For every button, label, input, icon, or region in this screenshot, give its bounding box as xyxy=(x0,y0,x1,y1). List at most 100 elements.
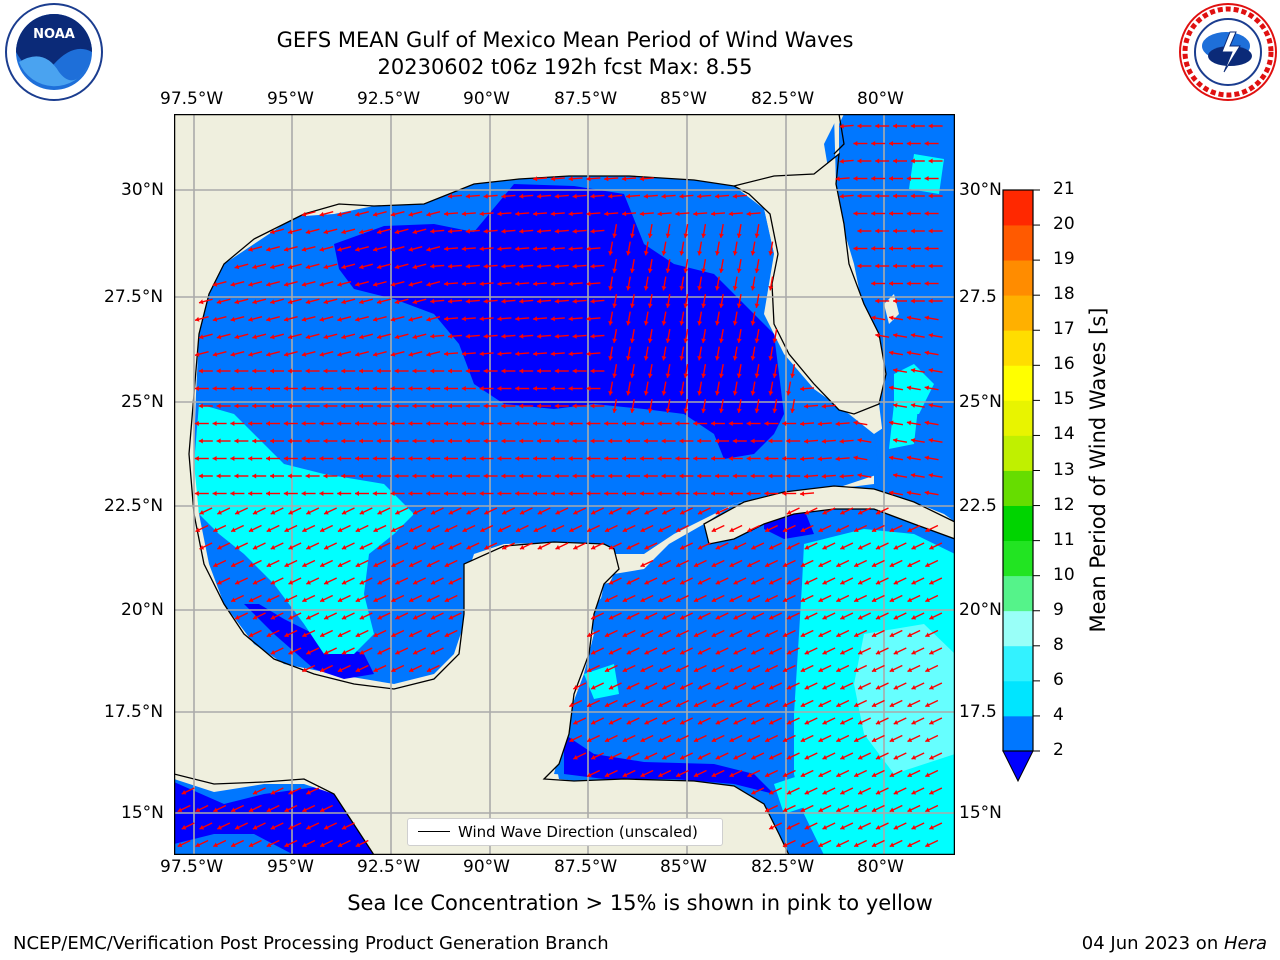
wind-wave-arrowhead xyxy=(252,264,257,270)
wind-wave-arrowhead xyxy=(910,193,915,199)
wind-wave-arrowhead xyxy=(640,772,646,777)
wind-wave-arrowhead xyxy=(747,562,752,567)
wind-wave-arrowhead xyxy=(854,527,859,532)
wind-wave-arrowhead xyxy=(283,386,288,391)
wind-wave-arrowhead xyxy=(604,176,609,182)
wind-wave-arrowhead xyxy=(680,510,685,515)
wind-wave-arrowhead xyxy=(586,176,591,182)
colorbar-swatch xyxy=(1003,645,1033,682)
wind-wave-arrowhead xyxy=(284,316,289,322)
wind-wave-arrowhead xyxy=(751,790,756,795)
wind-wave-arrowhead xyxy=(230,281,236,287)
wind-wave-arrowhead xyxy=(764,491,769,496)
wind-wave-arrowhead xyxy=(754,233,760,238)
wind-wave-arrowhead xyxy=(665,338,671,343)
wind-wave-arrowhead xyxy=(248,351,253,357)
wind-wave-arrowhead xyxy=(283,421,288,426)
lon-label-bottom: 87.5°W xyxy=(554,857,618,877)
wind-wave-arrowhead xyxy=(533,246,538,252)
wind-wave-arrowhead xyxy=(697,755,703,760)
wind-wave-arrowhead xyxy=(622,597,628,602)
wind-wave-arrowhead xyxy=(461,281,466,287)
wind-wave-arrowhead xyxy=(373,211,378,217)
wind-wave-arrowhead xyxy=(373,597,379,602)
wind-wave-arrowhead xyxy=(586,491,591,496)
host-text: Hera xyxy=(1223,933,1267,954)
wind-wave-arrowhead xyxy=(305,229,311,235)
wind-wave-arrowhead xyxy=(836,702,841,707)
wind-wave-arrowhead xyxy=(608,685,614,690)
wind-wave-arrowhead xyxy=(711,772,717,777)
wind-wave-arrowhead xyxy=(729,737,735,742)
wind-wave-arrowhead xyxy=(373,667,379,672)
colorbar-tick-label: 11 xyxy=(1053,529,1075,550)
wind-wave-arrowhead xyxy=(769,825,774,830)
wind-wave-arrowhead xyxy=(519,298,524,304)
wind-wave-arrowhead xyxy=(323,229,329,235)
wind-wave-arrowhead xyxy=(875,193,880,199)
wind-wave-arrowhead xyxy=(732,321,738,326)
wind-wave-arrowhead xyxy=(252,790,258,795)
wind-wave-arrowhead xyxy=(929,685,934,690)
wind-wave-arrowhead xyxy=(800,527,806,532)
wind-wave-arrowhead xyxy=(430,333,435,339)
wind-wave-arrowhead xyxy=(341,580,347,585)
wind-wave-arrowhead xyxy=(875,685,881,690)
wind-wave-arrowhead xyxy=(800,772,806,777)
mid-period-zone xyxy=(909,154,944,194)
wind-wave-arrowhead xyxy=(373,351,378,357)
wind-wave-arrowhead xyxy=(768,391,774,396)
wind-wave-arrowhead xyxy=(662,510,667,515)
wind-wave-arrowhead xyxy=(284,807,290,812)
wind-wave-arrowhead xyxy=(270,580,276,585)
wind-wave-arrowhead xyxy=(394,403,399,409)
wind-wave-arrowhead xyxy=(341,299,346,305)
wind-wave-arrowhead xyxy=(394,264,400,270)
wind-wave-arrowhead xyxy=(928,123,933,129)
wind-wave-arrowhead xyxy=(804,473,809,479)
wind-wave-arrowhead xyxy=(555,510,561,515)
wind-wave-arrowhead xyxy=(266,527,272,532)
wind-wave-arrowhead xyxy=(889,455,894,461)
lat-label-left: 22.5°N xyxy=(104,496,164,516)
wind-wave-arrowhead xyxy=(858,755,863,760)
wind-wave-arrowhead xyxy=(658,737,663,742)
wind-wave-arrowhead xyxy=(911,580,917,585)
wind-wave-arrowhead xyxy=(736,268,742,273)
wind-wave-arrowhead xyxy=(372,386,377,391)
wind-wave-arrowhead xyxy=(390,316,396,322)
wind-wave-arrowhead xyxy=(323,264,329,270)
wind-wave-arrowhead xyxy=(924,211,929,216)
wind-wave-arrowhead xyxy=(515,246,520,252)
wind-wave-arrowhead xyxy=(800,597,806,602)
wind-wave-arrowhead xyxy=(568,351,573,357)
wind-wave-arrowhead xyxy=(430,650,436,655)
wind-wave-arrowhead xyxy=(572,193,577,199)
wind-wave-arrowhead xyxy=(676,702,681,707)
wind-wave-arrowhead xyxy=(747,772,752,777)
wind-wave-arrowhead xyxy=(302,632,307,637)
wind-wave-arrowhead xyxy=(804,790,810,795)
wind-wave-arrowhead xyxy=(871,246,876,251)
wind-wave-arrowhead xyxy=(572,473,577,479)
wind-wave-arrowhead xyxy=(608,286,614,291)
wind-wave-arrowhead xyxy=(911,650,917,655)
wind-wave-arrowhead xyxy=(394,473,399,479)
wind-wave-arrowhead xyxy=(341,650,347,655)
wind-wave-arrowhead xyxy=(875,615,881,620)
wind-wave-arrowhead xyxy=(768,438,773,444)
wind-wave-arrowhead xyxy=(604,527,610,532)
wind-wave-arrowhead xyxy=(448,228,453,234)
wind-wave-arrowhead xyxy=(302,667,307,672)
wind-wave-arrowhead xyxy=(461,211,466,217)
wind-wave-arrowhead xyxy=(573,685,578,690)
wind-wave-arrowhead xyxy=(587,737,592,742)
wind-wave-arrowhead xyxy=(430,263,435,269)
lon-label-bottom: 90°W xyxy=(463,857,510,877)
mid-period-zone xyxy=(889,399,919,449)
wind-wave-arrowhead xyxy=(319,246,325,252)
wind-wave-arrowhead xyxy=(483,473,488,479)
wind-wave-arrowhead xyxy=(782,702,788,707)
wind-wave-arrowhead xyxy=(413,580,418,585)
wind-wave-arrowhead xyxy=(857,263,862,269)
